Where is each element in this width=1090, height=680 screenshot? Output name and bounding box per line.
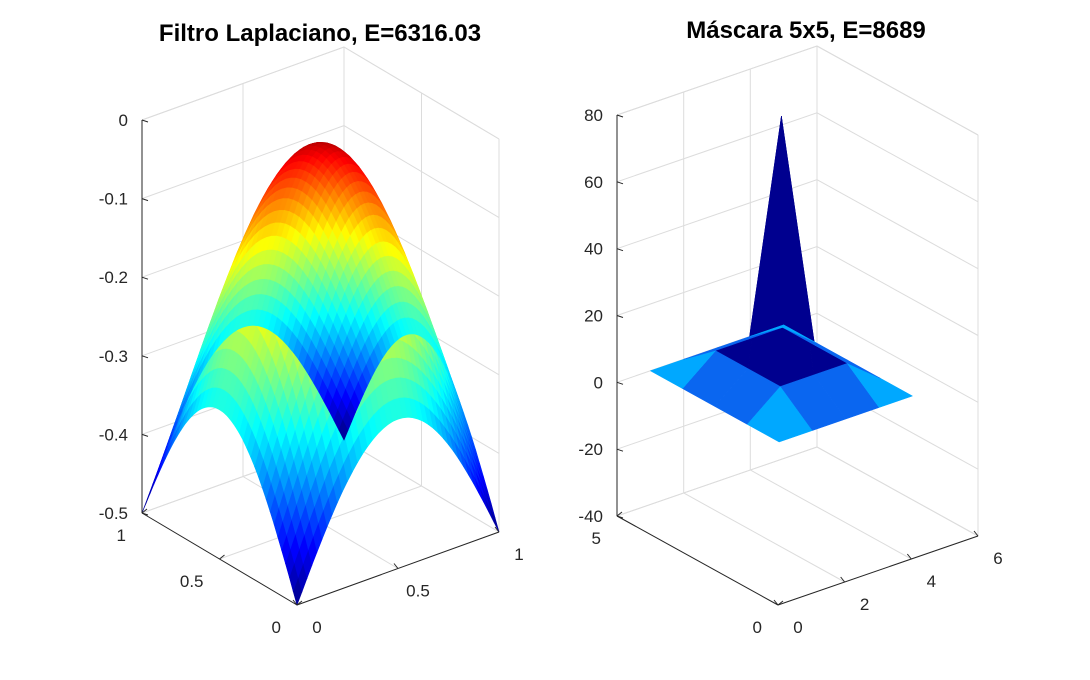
mask-z-tick [616,381,624,385]
laplacian-z-tick [141,355,149,359]
laplacian-z-tick [141,512,149,516]
laplacian-z-tick-label: -0.3 [99,347,128,366]
mask-z-tick-label: 80 [584,106,603,125]
mask-x-tick [973,530,979,537]
laplacian-surface-plot: 0 0.5 1 0 0.5 1 -0.5 -0.4 -0.3 -0.2 -0.1 0 Filtro L… [99,20,524,637]
laplacian-z-tick [141,433,149,437]
laplacian-x-tick-label: 0 [312,618,321,637]
laplacian-z-tick-label: -0.1 [99,190,128,209]
mask-x-tick-label: 4 [927,572,936,591]
mask-z-tick [616,181,624,185]
mask-y-tick-label: 0 [753,618,762,637]
mask-x-tick-label: 0 [793,618,802,637]
mask-z-tick [616,515,624,519]
mask-z-tick-label: 60 [584,173,603,192]
mask-y-axis [616,515,779,606]
laplacian-box-edge [343,46,500,140]
mask-z-tick-label: 0 [594,373,603,392]
laplacian-surface [141,141,500,606]
laplacian-z-tick [141,198,149,202]
laplacian-y-tick-label: 1 [117,526,126,545]
mask-x-tick [773,599,779,606]
mask-grid [616,45,979,606]
laplacian-axes [141,119,500,606]
mask-y-tick [616,511,623,517]
laplacian-z-tick [141,276,149,280]
mask-x-tick [906,553,912,560]
mask-z-tick [616,448,624,452]
laplacian-y-tick [141,508,148,514]
laplacian-y-tick-label: 0 [272,618,281,637]
mask-z-tick [616,114,624,118]
laplacian-x-tick [494,526,500,533]
laplacian-z-tick-label: -0.4 [99,425,128,444]
mask-z-tick-label: 40 [584,240,603,259]
mask-plot-title: Máscara 5x5, E=8689 [686,17,926,44]
mask-y-tick-label: 5 [592,529,601,548]
laplacian-y-tick-label: 0.5 [180,572,204,591]
laplacian-y-tick [219,554,225,560]
laplacian-x-tick-label: 0.5 [406,582,430,601]
laplacian-z-tick-label: 0 [119,111,128,130]
mask-z-tick [616,315,624,318]
mask-axes [616,114,979,606]
mask-x-axis [777,535,979,606]
mask-box-edge [616,45,818,116]
mask-surface-patch [750,324,817,343]
mask-box-edge [816,45,979,136]
laplacian-z-tick [141,119,149,123]
laplacian-z-tick-label: -0.2 [99,268,128,287]
laplacian-y-tick [296,600,303,606]
laplacian-tick-labels: 0 0.5 1 0 0.5 1 -0.5 -0.4 -0.3 -0.2 -0.1 0 [99,111,524,637]
mask-surface [650,115,913,443]
mask-z-tick-label: 20 [584,307,603,326]
laplacian-box-edge [141,46,345,121]
laplacian-x-tick-label: 1 [514,545,523,564]
mask-y-tick [777,600,784,606]
laplacian-x-tick [393,563,399,569]
mask-z-tick-label: -20 [578,440,603,459]
mask-x-tick-label: 6 [993,549,1002,568]
mask-z-tick-label: -40 [578,507,603,526]
mask-x-tick-label: 2 [860,595,869,614]
surface-patch [338,419,349,441]
laplacian-x-tick [292,599,298,606]
laplacian-z-tick-label: -0.5 [99,504,128,523]
mask-x-tick [840,576,846,583]
laplacian-plot-title: Filtro Laplaciano, E=6316.03 [159,20,481,47]
mask-z-tick [616,248,624,252]
